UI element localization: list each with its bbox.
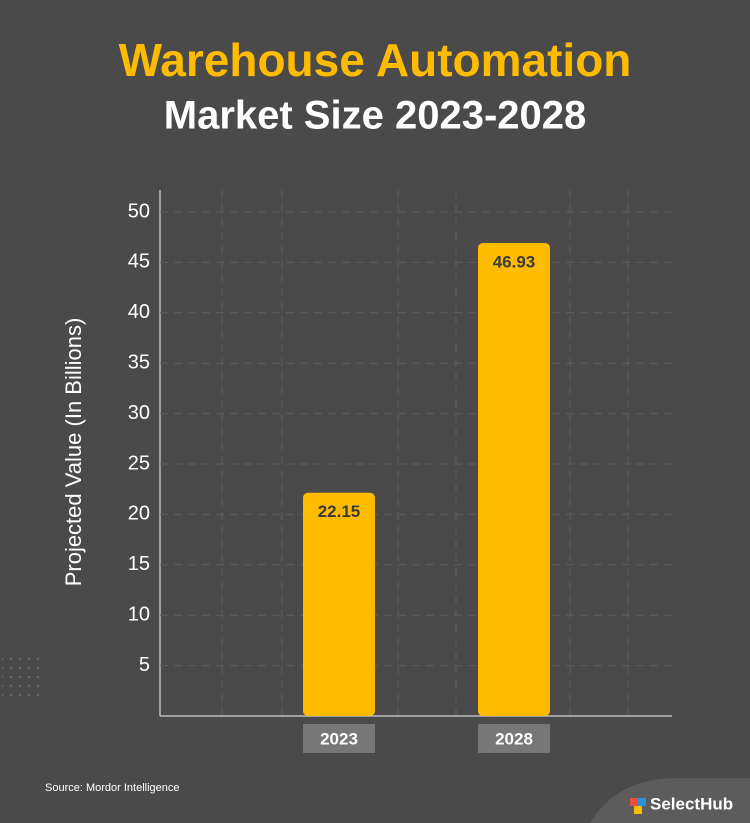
y-tick-label: 5: [139, 654, 150, 676]
x-tick-label: 2028: [495, 729, 533, 748]
y-tick-label: 15: [128, 553, 150, 575]
x-tick-box: [303, 724, 375, 753]
brand-logo: [634, 806, 642, 814]
dot-decoration: [2, 656, 42, 700]
value-label: 22.15: [318, 502, 361, 521]
y-tick-label: 35: [128, 351, 150, 373]
chart-title: Warehouse Automation: [119, 34, 632, 86]
y-tick-label: 40: [128, 301, 150, 323]
x-tick-box: [478, 724, 550, 753]
bar: [478, 242, 550, 716]
x-tick-label: 2023: [320, 729, 358, 748]
y-tick-label: 20: [128, 503, 150, 525]
brand-logo: [630, 798, 638, 806]
y-axis-label: Projected Value (In Billions): [61, 318, 86, 587]
y-tick-label: 25: [128, 452, 150, 474]
bar: [303, 492, 375, 716]
grid: [221, 190, 629, 716]
brand-name: SelectHub: [650, 794, 733, 813]
y-tick-label: 30: [128, 402, 150, 424]
brand-backdrop: [590, 778, 750, 823]
chart-subtitle: Market Size 2023-2028: [164, 94, 587, 138]
source-note: Source: Mordor Intelligence: [45, 782, 180, 794]
y-tick-label: 50: [128, 200, 150, 222]
y-tick-label: 45: [128, 251, 150, 273]
value-label: 46.93: [493, 252, 536, 271]
brand-logo: [638, 798, 646, 806]
y-tick-label: 10: [128, 603, 150, 625]
